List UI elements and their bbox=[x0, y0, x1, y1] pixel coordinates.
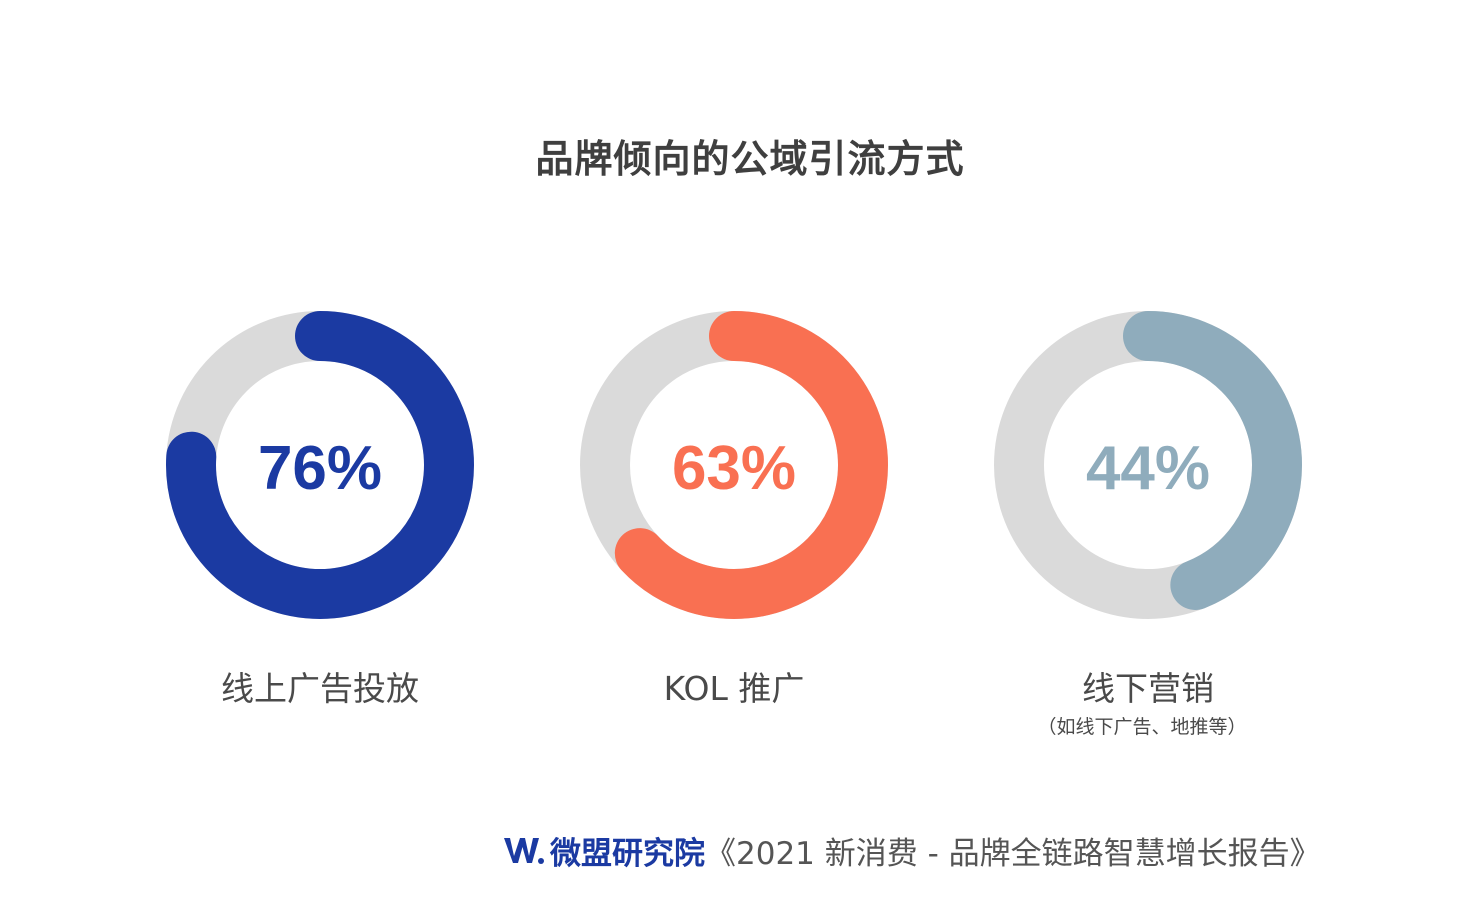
chart-title: 品牌倾向的公域引流方式 bbox=[535, 137, 965, 181]
source-footer: 微盟研究院 《2021 新消费 - 品牌全链路智慧增长报告》 bbox=[500, 827, 1321, 873]
weimob-logo: 微盟研究院 bbox=[500, 828, 705, 873]
weimob-logo-icon bbox=[504, 838, 544, 864]
donut-arc-series-3 bbox=[994, 311, 1302, 619]
donut-charts: 76% 线上广告投放 63% KOL 推广 44% 线下营销 （如线下广告、地推等） bbox=[166, 311, 1302, 738]
brand-name: 微盟研究院 bbox=[550, 835, 705, 872]
donut-arc-series-2 bbox=[580, 311, 888, 619]
donut-category-label-series-3: 线下营销 bbox=[1082, 669, 1214, 708]
donut-category-note-series-3: （如线下广告、地推等） bbox=[1037, 716, 1246, 738]
report-title: 《2021 新消费 - 品牌全链路智慧增长报告》 bbox=[705, 835, 1321, 872]
donut-value-label-series-3: 44% bbox=[1086, 434, 1210, 503]
donut-category-label-series-2: KOL 推广 bbox=[664, 669, 805, 708]
donut-value-label-series-1: 76% bbox=[258, 434, 382, 503]
donut-arc-series-1 bbox=[166, 311, 474, 619]
donut-value-label-series-2: 63% bbox=[672, 434, 796, 503]
donut-category-label-series-1: 线上广告投放 bbox=[221, 669, 419, 708]
